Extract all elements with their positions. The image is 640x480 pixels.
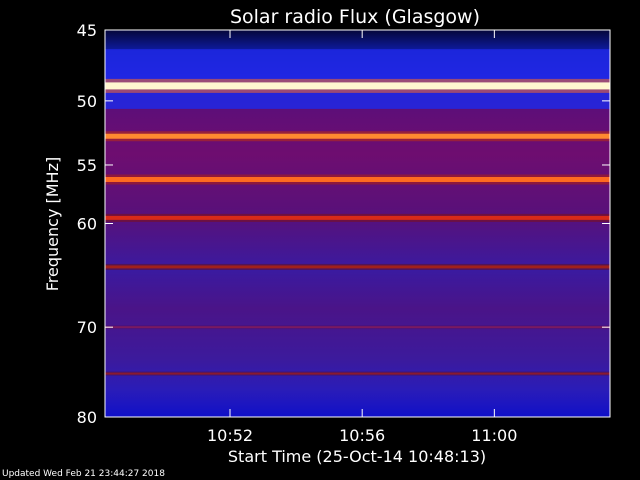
y-tick-label: 80	[77, 408, 97, 427]
chart-title: Solar radio Flux (Glasgow)	[230, 6, 480, 28]
x-tick-label: 11:00	[471, 426, 517, 445]
x-tick-label: 10:52	[207, 426, 253, 445]
updated-timestamp: Updated Wed Feb 21 23:44:27 2018	[2, 469, 165, 479]
y-tick-label: 60	[77, 215, 97, 234]
emission-line	[105, 372, 610, 375]
emission-line	[105, 82, 610, 90]
emission-line	[105, 176, 610, 182]
y-tick-label: 45	[77, 21, 97, 40]
x-axis: 10:52 10:56 11:00	[207, 30, 517, 445]
y-tick-label: 50	[77, 92, 97, 111]
y-axis-label: Frequency [MHz]	[43, 157, 62, 291]
x-axis-label: Start Time (25-Oct-14 10:48:13)	[228, 447, 486, 466]
x-tick-label: 10:56	[339, 426, 385, 445]
plot-area	[105, 30, 610, 417]
emission-line	[105, 265, 610, 269]
y-axis: 45 50 55 60 70 80	[77, 21, 610, 427]
emission-line	[105, 133, 610, 139]
y-tick-label: 55	[77, 156, 97, 175]
emission-line	[105, 326, 610, 329]
y-tick-label: 70	[77, 318, 97, 337]
emission-line	[105, 215, 610, 220]
